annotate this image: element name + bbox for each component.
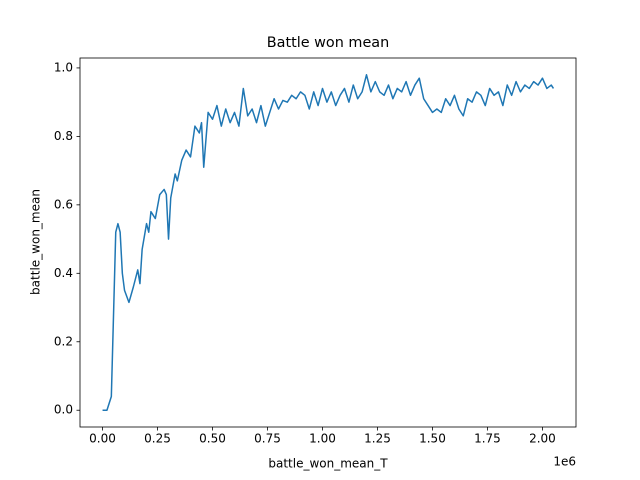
x-tick-label: 1.00 <box>309 432 336 446</box>
y-tick-label: 1.0 <box>54 60 73 74</box>
y-axis-label: battle_won_mean <box>29 189 43 295</box>
x-tick-label: 1.50 <box>419 432 446 446</box>
x-tick-label: 1.25 <box>364 432 391 446</box>
y-tick-label: 0.2 <box>54 334 73 348</box>
y-tick-label: 0.6 <box>54 197 73 211</box>
x-tick-label: 0.75 <box>254 432 281 446</box>
plot-frame <box>79 57 577 428</box>
x-offset-label: 1e6 <box>553 455 576 469</box>
y-tick-label: 0.8 <box>54 129 73 143</box>
x-axis-label: battle_won_mean_T <box>268 457 388 471</box>
y-tick-label: 0.4 <box>54 266 73 280</box>
x-tick-label: 0.00 <box>89 432 116 446</box>
x-tick-label: 0.25 <box>144 432 171 446</box>
x-tick-label: 1.75 <box>474 432 501 446</box>
x-tick-label: 2.00 <box>529 432 556 446</box>
data-line <box>102 74 555 411</box>
x-tick-label: 0.50 <box>199 432 226 446</box>
y-tick-label: 0.0 <box>54 403 73 417</box>
chart-title: Battle won mean <box>267 35 389 51</box>
